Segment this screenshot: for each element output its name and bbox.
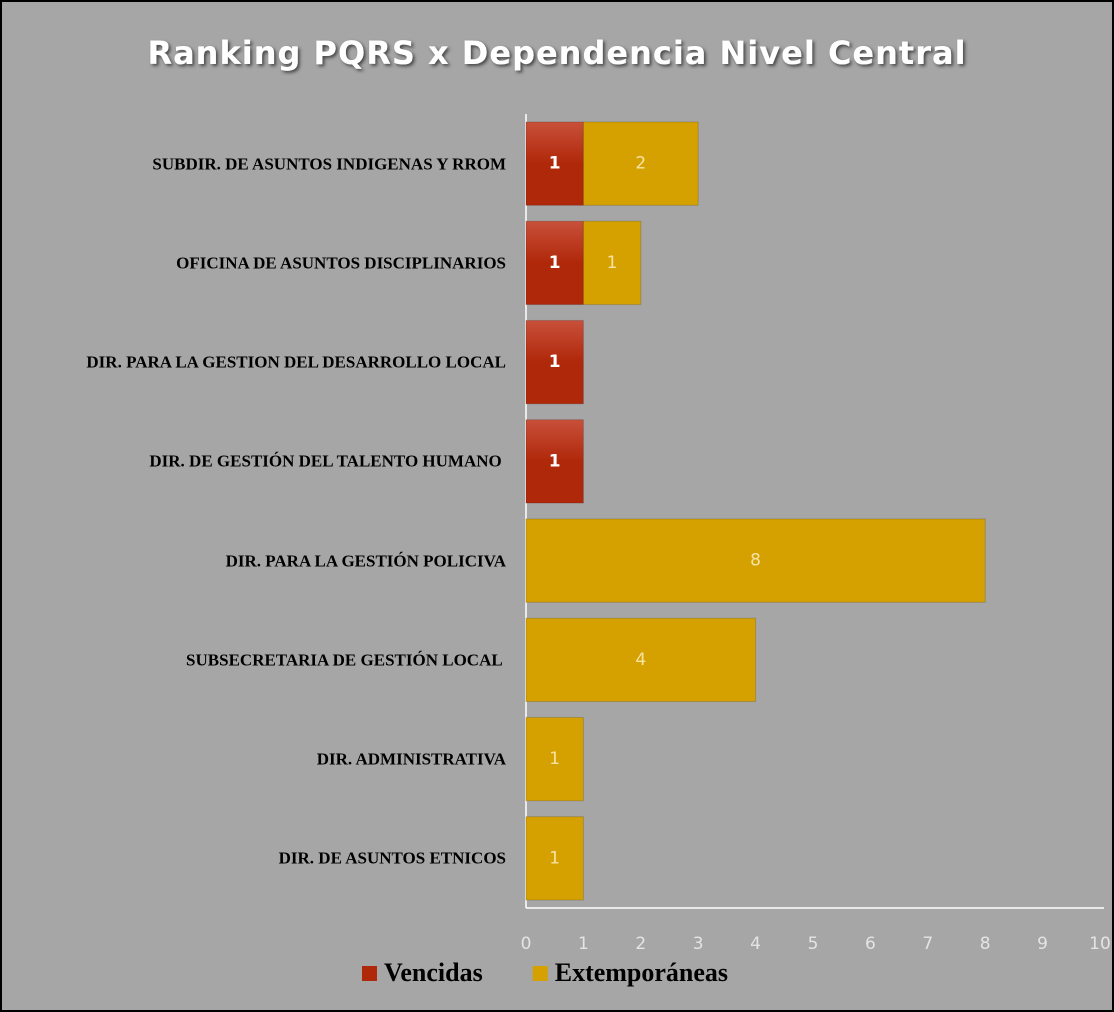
data-label: 1 (549, 451, 561, 471)
data-label: 1 (549, 749, 560, 769)
bar (525, 617, 757, 703)
bar (582, 220, 642, 306)
legend-label: Vencidas (384, 958, 483, 987)
y-tick-label: DIR. PARA LA GESTIÓN POLICIVA (225, 551, 506, 570)
y-tick-label-box: DIR. PARA LA GESTIÓN POLICIVA (226, 550, 506, 571)
x-tick-label: 10 (1089, 934, 1111, 954)
data-label: 1 (607, 253, 618, 273)
x-tick-label: 8 (980, 934, 991, 954)
bar (525, 816, 584, 901)
y-tick-label-box: DIR. PARA LA GESTION DEL DESARROLLO LOCA… (86, 352, 506, 373)
x-tick-label: 4 (750, 934, 761, 954)
data-label: 4 (635, 650, 646, 670)
data-label: 1 (549, 154, 561, 174)
legend-swatch (362, 966, 377, 981)
legend-label: Extemporáneas (555, 958, 728, 987)
bar (582, 121, 699, 206)
y-tick-label-box: OFICINA DE ASUNTOS DISCIPLINARIOS (176, 252, 506, 273)
x-tick-label: 5 (808, 934, 819, 954)
x-tick-label: 7 (922, 934, 933, 954)
y-tick-label: DIR. ADMINISTRATIVA (316, 749, 506, 769)
x-tick-label: 0 (521, 934, 532, 954)
data-label: 1 (549, 352, 561, 372)
y-tick-label-box: DIR. ADMINISTRATIVA (317, 749, 506, 770)
data-label: 2 (635, 154, 646, 174)
bar (525, 518, 986, 603)
bar (525, 319, 584, 405)
y-tick-label: SUBDIR. DE ASUNTOS INDIGENAS Y RROM (152, 154, 506, 173)
x-tick-label: 3 (693, 934, 704, 954)
x-tick-label: 9 (1037, 934, 1048, 954)
data-label: 1 (549, 848, 560, 868)
y-tick-label: DIR. DE GESTIÓN DEL TALENTO HUMANO (149, 451, 506, 471)
data-label: 8 (750, 551, 761, 571)
y-tick-label-box: DIR. DE ASUNTOS ETNICOS (279, 848, 506, 869)
y-tick-label: DIR. PARA LA GESTION DEL DESARROLLO LOCA… (86, 352, 506, 372)
legend-swatch (532, 966, 548, 981)
x-tick-label: 2 (635, 934, 646, 954)
y-tick-label-box: SUBSECRETARIA DE GESTIÓN LOCAL (186, 649, 506, 670)
y-tick-label: DIR. DE ASUNTOS ETNICOS (278, 848, 506, 868)
y-tick-label-box: DIR. DE GESTIÓN DEL TALENTO HUMANO (149, 451, 506, 472)
chart-title: Ranking PQRS x Dependencia Nivel Central (147, 34, 966, 72)
bar (525, 419, 584, 504)
y-tick-label-box: SUBDIR. DE ASUNTOS INDIGENAS Y RROM (152, 153, 506, 174)
bar (525, 716, 584, 802)
x-tick-label: 6 (865, 934, 876, 954)
x-tick-label: 1 (578, 934, 589, 954)
y-tick-label: SUBSECRETARIA DE GESTIÓN LOCAL (186, 650, 506, 670)
data-label: 1 (549, 253, 561, 273)
y-tick-label: OFICINA DE ASUNTOS DISCIPLINARIOS (176, 253, 506, 273)
